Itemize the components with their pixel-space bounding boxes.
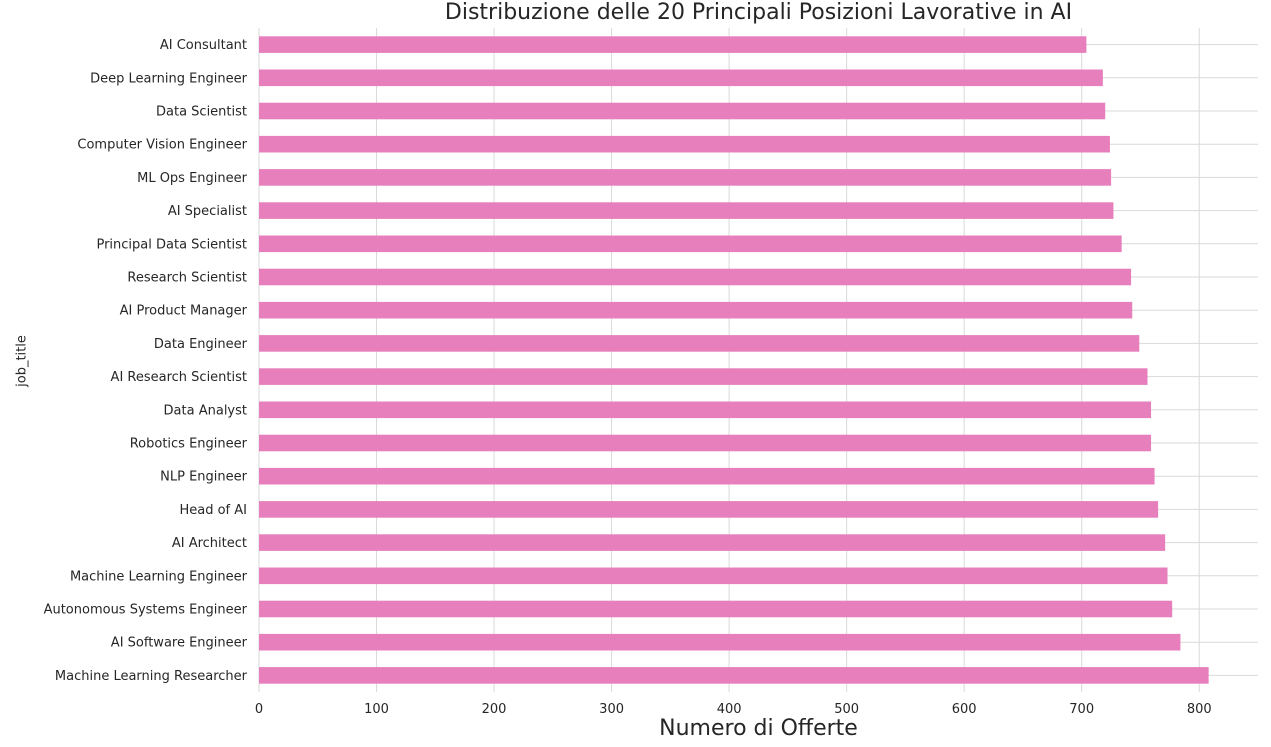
y-tick-label: AI Software Engineer [111,636,248,651]
y-tick-label: Machine Learning Engineer [70,569,248,584]
y-tick-label: Principal Data Scientist [96,237,247,252]
bar [259,36,1087,53]
bar [259,102,1106,120]
x-tick-label: 400 [717,702,742,717]
bar [259,69,1103,87]
x-tick-label: 100 [364,702,389,717]
bar [259,169,1112,186]
bar [259,135,1110,153]
bar [259,202,1114,219]
y-tick-label: AI Consultant [160,38,247,53]
bar [259,534,1166,551]
x-tick-label: 300 [599,702,624,717]
bar [259,667,1209,684]
plot-background [259,28,1258,692]
x-tick-label: 500 [834,702,859,717]
x-tick-label: 700 [1069,702,1094,717]
y-tick-label: Data Scientist [156,105,247,120]
bar [259,600,1173,618]
x-tick-label: 0 [255,702,263,717]
y-tick-label: AI Architect [172,536,247,551]
bar [259,401,1152,419]
y-tick-label: Data Analyst [164,403,247,418]
y-tick-label: Head of AI [179,503,247,518]
y-tick-label: Robotics Engineer [130,437,248,452]
y-tick-label: Computer Vision Engineer [77,138,247,153]
bar [259,501,1159,518]
y-tick-label: ML Ops Engineer [137,171,248,186]
y-tick-label: Data Engineer [154,337,248,352]
y-tick-label: AI Specialist [168,204,247,219]
bar [259,268,1132,286]
bar [259,633,1181,651]
bar [259,567,1168,585]
y-tick-label: Deep Learning Engineer [90,71,248,86]
y-tick-label: Machine Learning Researcher [55,669,248,684]
bar [259,434,1152,452]
x-tick-label: 200 [482,702,507,717]
y-tick-label: AI Product Manager [120,304,248,319]
bar [259,368,1148,385]
y-tick-label: AI Research Scientist [111,370,247,385]
y-tick-label: NLP Engineer [160,470,247,485]
x-tick-label: 600 [952,702,977,717]
y-axis-label: job_title [14,335,30,387]
x-axis-label: Numero di Offerte [659,716,858,741]
chart-title: Distribuzione delle 20 Principali Posizi… [444,0,1073,25]
y-tick-label: Autonomous Systems Engineer [44,603,248,618]
bar [259,301,1133,319]
x-tick-label: 800 [1187,702,1212,717]
bar [259,335,1140,352]
bar [259,467,1155,485]
bar [259,235,1122,253]
y-tick-label: Research Scientist [127,271,247,286]
